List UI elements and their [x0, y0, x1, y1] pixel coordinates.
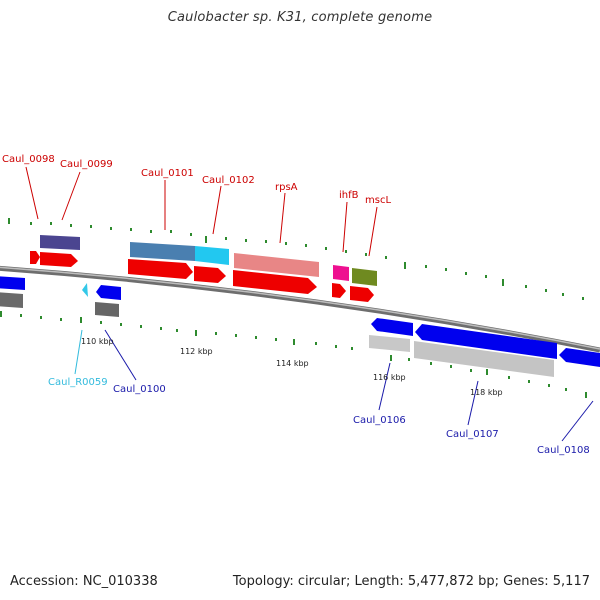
gene-caul-0107-box	[414, 341, 554, 377]
cds-rpsa-arrow	[233, 270, 317, 294]
reverse-feature-row-lower	[0, 292, 554, 377]
leader-ihfb	[342, 201, 348, 253]
forward-gene-labels: Caul_0098 Caul_0099 Caul_0101 Caul_0102 …	[2, 154, 391, 206]
leader-caul-0100	[104, 329, 137, 381]
gc-track-lower	[0, 311, 587, 398]
label-caul-0108: Caul_0108	[537, 445, 590, 456]
gene-caul-0100-box	[95, 302, 119, 317]
cds-ihfb-arrow	[332, 283, 346, 298]
label-caul-0100: Caul_0100	[113, 384, 166, 395]
genome-summary-text: Topology: circular; Length: 5,477,872 bp…	[232, 574, 590, 589]
forward-feature-row-upper	[40, 235, 377, 286]
leader-caul-0102	[212, 185, 222, 235]
label-caul-0107: Caul_0107	[446, 429, 499, 440]
label-rpsa: rpsA	[275, 182, 298, 193]
scale-ticks: 110 kbp 112 kbp 114 kbp 116 kbp 118 kbp	[81, 337, 503, 397]
rna-caul-r0059-arrow	[82, 283, 88, 297]
genome-backbone-highlight	[0, 266, 600, 350]
gc-track-upper	[8, 218, 584, 300]
leader-mscl	[368, 206, 378, 257]
label-mscl: mscL	[365, 195, 391, 206]
forward-label-leaders	[25, 166, 378, 257]
leader-caul-0098	[25, 166, 39, 220]
gene-caul-0106-box	[369, 335, 410, 352]
leader-caul-0099	[61, 171, 81, 221]
leader-caul-0108	[561, 400, 594, 442]
gene-caul-0101-box	[130, 242, 195, 261]
cds-left-edge-arrow	[0, 276, 25, 290]
label-ihfb: ihfB	[339, 190, 359, 201]
cds-caul-0106-arrow	[371, 318, 413, 336]
cds-caul-0100-arrow	[96, 285, 121, 300]
cds-caul-0102-arrow	[194, 266, 226, 283]
gene-caul-0099-box	[40, 235, 80, 250]
gene-rpsa-box	[234, 253, 319, 277]
cds-caul-0107-arrow	[415, 324, 557, 359]
accession-text: Accession: NC_010338	[10, 574, 158, 589]
forward-cds-arrows	[30, 251, 374, 302]
label-caul-r0059: Caul_R0059	[48, 377, 108, 388]
label-caul-0102: Caul_0102	[202, 175, 255, 186]
label-caul-0106: Caul_0106	[353, 415, 406, 426]
gene-ihfb-box	[333, 265, 349, 281]
scale-tick-116: 116 kbp	[373, 373, 406, 382]
leader-caul-r0059	[74, 329, 83, 375]
reverse-label-leaders	[74, 329, 594, 442]
genome-backbone	[0, 265, 600, 353]
reverse-gene-labels: Caul_R0059 Caul_0100 Caul_0106 Caul_0107…	[48, 377, 590, 456]
gene-caul-0102-box	[195, 246, 229, 265]
scale-tick-110: 110 kbp	[81, 337, 114, 346]
scale-tick-112: 112 kbp	[180, 347, 213, 356]
reverse-cds-arrows	[0, 276, 600, 367]
cds-caul-0101-arrow	[128, 259, 193, 279]
cds-caul-0108-arrow	[559, 348, 600, 367]
scale-tick-114: 114 kbp	[276, 359, 309, 368]
gene-left-edge-box	[0, 292, 23, 308]
label-caul-0098: Caul_0098	[2, 154, 55, 165]
leader-caul-0107	[467, 380, 479, 426]
cds-caul-0099-arrow	[40, 252, 78, 267]
leader-caul-0106	[378, 362, 391, 411]
cds-caul-0098-arrow	[30, 251, 40, 264]
scale-tick-118: 118 kbp	[470, 388, 503, 397]
label-caul-0101: Caul_0101	[141, 168, 194, 179]
leader-rpsa	[279, 192, 286, 244]
map-title: Caulobacter sp. K31, complete genome	[167, 10, 433, 25]
gene-mscl-box	[352, 268, 377, 286]
cds-mscl-arrow	[350, 286, 374, 302]
label-caul-0099: Caul_0099	[60, 159, 113, 170]
